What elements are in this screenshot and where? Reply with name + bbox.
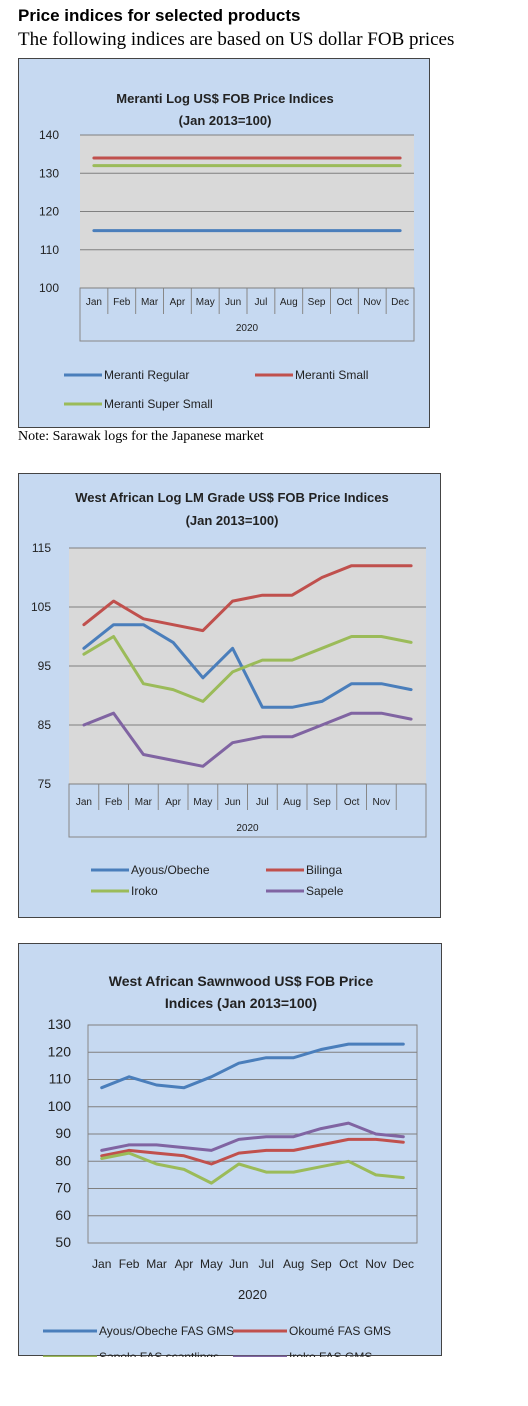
chart-title: (Jan 2013=100): [179, 113, 272, 128]
west-african-sawnwood-chart: West African Sawnwood US$ FOB Price Indic…: [43, 973, 418, 1357]
x-tick-label: Oct: [339, 1257, 358, 1271]
page-heading: Price indices for selected products: [18, 6, 301, 25]
x-tick-label: Jul: [259, 1257, 274, 1271]
y-tick-label: 85: [38, 718, 52, 732]
chart-note: Note: Sarawak logs for the Japanese mark…: [18, 429, 264, 444]
series-line-bilinga: [82, 564, 413, 633]
x-tick-label: Dec: [391, 297, 409, 308]
west-african-log-chart-panel: West African Log LM Grade US$ FOB Price …: [18, 473, 441, 918]
legend-label: Meranti Super Small: [104, 397, 213, 411]
series-line-sapele: [82, 711, 413, 768]
x-tick-label: Aug: [283, 1257, 304, 1271]
y-tick-label: 75: [38, 777, 52, 791]
x-tick-label: Sep: [310, 1257, 332, 1271]
y-tick-label: 60: [55, 1207, 71, 1223]
x-tick-label: Feb: [105, 797, 123, 808]
y-tick-label: 115: [32, 541, 51, 555]
y-tick-label: 105: [31, 600, 51, 614]
x-tick-label: Apr: [170, 297, 186, 308]
legend-label: Bilinga: [306, 863, 342, 877]
y-tick-label: 110: [49, 1071, 72, 1087]
legend-label: Ayous/Obeche FAS GMS: [99, 1324, 234, 1338]
legend-label: Meranti Small: [295, 368, 368, 382]
x-tick-label: Jan: [92, 1257, 111, 1271]
x-tick-label: May: [196, 297, 215, 308]
chart-title: West African Sawnwood US$ FOB Price: [109, 973, 374, 989]
y-tick-label: 90: [55, 1125, 71, 1141]
x-tick-label: Apr: [175, 1257, 194, 1271]
west-african-sawnwood-chart-panel: West African Sawnwood US$ FOB Price Indic…: [18, 943, 442, 1357]
x-tick-label: Jan: [86, 297, 102, 308]
x-tick-label: Jul: [256, 797, 269, 808]
x-axis-label: 2020: [236, 823, 259, 834]
series-line-ayous-obeche-fas-gms: [100, 1042, 405, 1090]
legend-label: Iroko: [131, 884, 158, 898]
y-tick-label: 100: [48, 1098, 72, 1114]
x-tick-label: Apr: [165, 797, 181, 808]
legend-label: Meranti Regular: [104, 368, 189, 382]
x-tick-label: Jan: [76, 797, 92, 808]
y-tick-label: 120: [39, 205, 59, 219]
y-tick-label: 140: [39, 128, 59, 142]
x-tick-label: Sep: [313, 797, 331, 808]
x-tick-label: Mar: [135, 797, 153, 808]
series-line-iroko-fas-gms: [100, 1121, 405, 1152]
y-tick-label: 120: [48, 1043, 72, 1059]
y-tick-label: 70: [55, 1180, 71, 1196]
x-tick-label: Jun: [225, 297, 241, 308]
y-tick-label: 130: [39, 166, 59, 180]
x-tick-label: Dec: [393, 1257, 414, 1271]
chart-title: Meranti Log US$ FOB Price Indices: [116, 91, 333, 106]
x-tick-label: Feb: [119, 1257, 140, 1271]
legend-label: Sapele: [306, 884, 344, 898]
series-line-okoume-fas-gms: [100, 1137, 405, 1166]
chart-title: (Jan 2013=100): [186, 513, 279, 528]
x-tick-label: Nov: [363, 297, 381, 308]
legend-label: Sapele FAS scantlings: [99, 1350, 219, 1357]
meranti-chart-panel: Meranti Log US$ FOB Price Indices (Jan 20…: [18, 58, 430, 428]
series-line-sapele-fas-scantlings: [100, 1151, 405, 1185]
x-tick-label: Oct: [337, 297, 353, 308]
x-tick-label: Sep: [308, 297, 326, 308]
x-tick-label: Oct: [344, 797, 360, 808]
x-tick-label: Jun: [229, 1257, 248, 1271]
series-line-ayous-obeche: [82, 623, 413, 709]
x-tick-label: Nov: [372, 797, 390, 808]
chart-title: West African Log LM Grade US$ FOB Price …: [75, 490, 389, 505]
chart-title: Indices (Jan 2013=100): [165, 995, 317, 1011]
x-tick-label: Aug: [280, 297, 298, 308]
x-tick-label: May: [200, 1257, 223, 1271]
x-tick-label: Feb: [113, 297, 131, 308]
x-tick-label: Nov: [365, 1257, 386, 1271]
legend-label: Iroko FAS GMS: [289, 1350, 372, 1357]
legend-label: Ayous/Obeche: [131, 863, 210, 877]
west-african-log-chart: West African Log LM Grade US$ FOB Price …: [31, 490, 427, 898]
x-tick-label: Jul: [255, 297, 268, 308]
y-tick-label: 50: [55, 1234, 71, 1250]
x-tick-label: Mar: [141, 297, 159, 308]
y-tick-label: 130: [48, 1016, 72, 1032]
x-axis-label: 2020: [238, 1287, 267, 1302]
x-axis-label: 2020: [236, 323, 259, 334]
x-tick-label: Jun: [225, 797, 241, 808]
series-line-iroko: [82, 635, 413, 703]
y-tick-label: 80: [55, 1152, 71, 1168]
meranti-chart: Meranti Log US$ FOB Price Indices (Jan 20…: [39, 91, 415, 411]
x-tick-label: May: [193, 797, 212, 808]
x-tick-label: Mar: [146, 1257, 167, 1271]
y-tick-label: 100: [39, 281, 59, 295]
y-tick-label: 110: [40, 243, 59, 257]
x-tick-label: Aug: [283, 797, 301, 808]
page-subheading: The following indices are based on US do…: [18, 29, 455, 50]
y-tick-label: 95: [38, 659, 52, 673]
legend-label: Okoumé FAS GMS: [289, 1324, 391, 1338]
